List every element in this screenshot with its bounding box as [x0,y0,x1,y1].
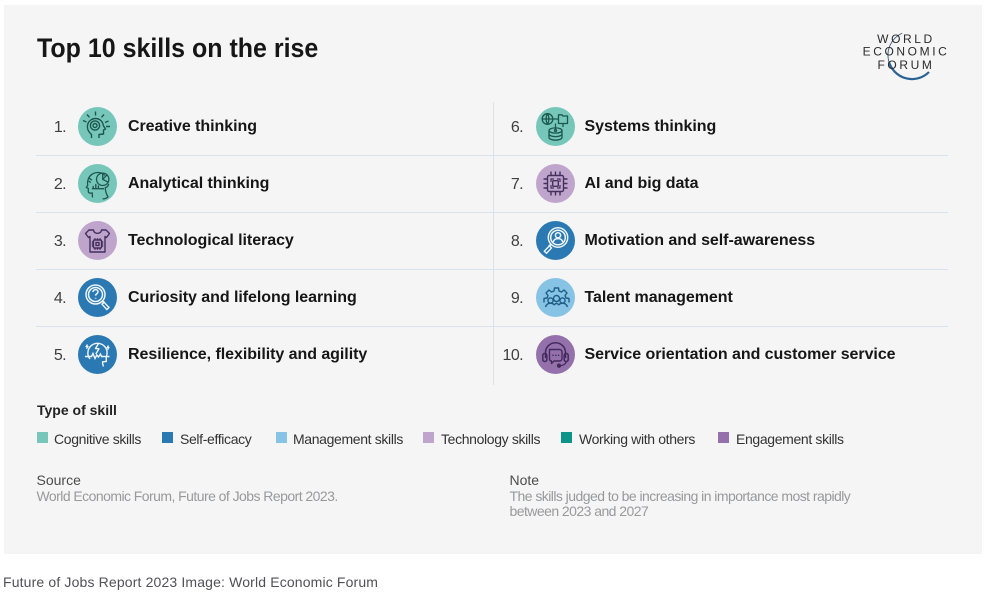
svg-text:WORLD: WORLD [877,32,935,46]
svg-text:FORUM: FORUM [878,58,935,72]
svg-text:ECONOMIC: ECONOMIC [863,44,950,58]
